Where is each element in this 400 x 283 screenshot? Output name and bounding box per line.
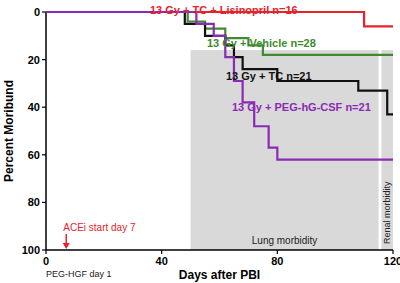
x-tick-label: 120 — [384, 255, 400, 267]
y-tick — [42, 154, 46, 155]
y-axis-label: Percent Moribund — [2, 80, 16, 182]
y-tick-label: 80 — [28, 196, 40, 208]
annotation: Lung morbidity — [252, 235, 318, 246]
annotation: Renal morbidity — [382, 181, 392, 244]
series-line — [46, 12, 393, 160]
shaded-region — [381, 50, 393, 250]
y-tick-label: 20 — [28, 54, 40, 66]
series-label: 13 Gy + TC + Lisinopril n=16 — [150, 4, 298, 16]
x-tick-label: 0 — [43, 255, 49, 267]
series-line — [46, 12, 393, 114]
y-tick-label: 40 — [28, 101, 40, 113]
plot-area — [46, 12, 393, 160]
series-label: 13 Gy + PEG-hG-CSF n=21 — [232, 101, 371, 113]
x-axis — [46, 249, 393, 251]
x-tick — [277, 250, 278, 254]
y-tick-label: 100 — [22, 244, 40, 256]
annotation: PEG-HGF day 1 — [46, 269, 112, 279]
y-axis — [45, 12, 47, 250]
series-label: 13 Gy + TC n=21 — [226, 70, 312, 82]
y-tick — [42, 202, 46, 203]
y-tick — [42, 11, 46, 12]
y-tick — [42, 107, 46, 108]
arrow-head — [63, 243, 70, 249]
series-label: 13 Gy + Vehicle n=28 — [207, 37, 316, 49]
x-tick-label: 40 — [156, 255, 168, 267]
x-tick-label: 80 — [271, 255, 283, 267]
y-tick — [42, 59, 46, 60]
x-axis-label: Days after PBI — [179, 268, 260, 282]
chart: Lung morbidity Renal morbidity 0 20 40 60 80 10… — [0, 0, 400, 283]
x-tick — [392, 250, 393, 254]
x-tick — [161, 250, 162, 254]
annotation: ACEi start day 7 — [63, 222, 136, 233]
y-tick-label: 60 — [28, 149, 40, 161]
y-tick-label: 0 — [34, 6, 40, 18]
x-tick — [45, 250, 46, 254]
series-line — [46, 12, 393, 55]
